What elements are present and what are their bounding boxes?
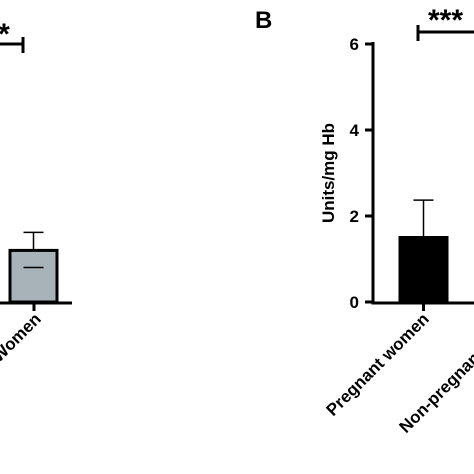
bar-a-women (8, 248, 59, 304)
sig-stars-b: *** (428, 4, 463, 37)
bar-b-pregnant-women (398, 236, 449, 304)
y-tick-label-b-0: 0 (350, 293, 359, 312)
panel-label-b: B (255, 7, 272, 34)
sig-stars-a: * (0, 18, 10, 51)
y-tick-label-b-6: 6 (350, 35, 359, 54)
y-axis-label-b: Units/mg Hb (319, 123, 338, 223)
x-tick-label-a-women: Women (0, 309, 45, 366)
y-tick-label-b-2: 2 (350, 207, 359, 226)
y-tick-label-b-4: 4 (350, 121, 360, 140)
